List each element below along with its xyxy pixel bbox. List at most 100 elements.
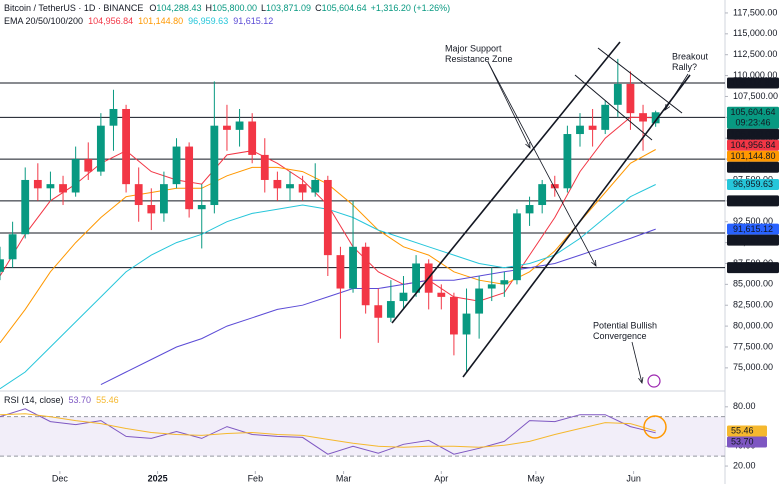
- candle-body: [33, 179, 42, 189]
- candle-body: [311, 179, 320, 193]
- price-box-label: 109,114.88: [731, 78, 775, 88]
- rsi-end-box: [727, 436, 767, 448]
- candle-body: [412, 263, 420, 293]
- candle-body: [172, 146, 181, 185]
- y-tick-label: 112,500.00: [733, 49, 777, 59]
- rsi-tick-label: 80.00: [733, 401, 756, 411]
- price-box: [727, 262, 779, 274]
- candle-body: [235, 121, 244, 130]
- candle-body: [601, 104, 610, 130]
- candle-body: [437, 292, 446, 297]
- candle-body: [513, 213, 521, 281]
- price-box: [727, 178, 779, 190]
- candle-body: [550, 184, 559, 189]
- y-tick-label: 110,000.00: [733, 70, 777, 80]
- trend-line: [574, 74, 653, 141]
- ohlc-value: 105,800.00: [212, 3, 257, 13]
- rsi-line: [0, 413, 656, 448]
- y-tick-label: 77,500.00: [733, 341, 773, 351]
- y-tick-label: 75,000.00: [733, 362, 773, 372]
- x-tick-label: Jun: [626, 473, 641, 483]
- trend-line: [597, 47, 683, 114]
- candle-body: [286, 184, 294, 189]
- candle-body: [147, 205, 156, 214]
- price-box: [727, 234, 779, 246]
- candle-body: [109, 108, 118, 126]
- candle-body: [210, 125, 219, 206]
- candle-body: [122, 108, 130, 185]
- candle-body: [323, 179, 332, 256]
- ema-value: 96,959.63: [188, 16, 228, 26]
- ema-title: EMA 20/50/100/200: [4, 16, 83, 26]
- trend-line: [664, 73, 689, 111]
- rsi-end-box: [727, 425, 767, 437]
- price-box-label: 101,144.80: [730, 151, 775, 161]
- candle-body: [500, 280, 509, 285]
- price-box: [727, 106, 779, 129]
- rsi-highlight: [643, 415, 667, 439]
- price-pane: [0, 58, 725, 390]
- x-tick-label: Feb: [248, 473, 264, 483]
- price-box: [727, 150, 779, 162]
- candle-body: [639, 113, 647, 122]
- candle-body: [374, 305, 383, 318]
- ohlc-value: 103,871.09: [266, 3, 311, 13]
- x-tick-label: Dec: [52, 473, 69, 483]
- x-tick-label: May: [527, 473, 545, 483]
- ema-line: [100, 228, 656, 386]
- candle-body: [462, 313, 471, 335]
- candle-body: [588, 125, 597, 130]
- trend-line: [487, 61, 531, 149]
- candle-body: [576, 125, 584, 135]
- price-box-label: 105,000.00: [730, 129, 775, 139]
- candle-body: [487, 284, 496, 289]
- x-tick-label: Apr: [434, 473, 448, 483]
- ema-value: 104,956.84: [88, 16, 133, 26]
- rsi-legend: RSI (14, close) 53.70 55.46: [4, 395, 119, 405]
- candle-body: [450, 296, 458, 335]
- price-box-label: 91,151.50: [733, 235, 773, 245]
- candle-body: [651, 112, 660, 124]
- trend-line: [487, 61, 597, 267]
- rsi-end-label: 55.46: [731, 426, 754, 436]
- candle-body: [349, 246, 357, 289]
- candle-body: [298, 184, 307, 193]
- price-box: [727, 223, 779, 235]
- annotation: Resistance Zone: [445, 54, 513, 64]
- y-tick-label: 115,000.00: [733, 28, 777, 38]
- y-tick-label: 92,500.00: [733, 216, 773, 226]
- price-box-label: 104,956.84: [730, 140, 775, 150]
- rsi-title: RSI (14, close): [4, 395, 64, 405]
- price-box-label: 100,000.00: [730, 162, 775, 172]
- candle-body: [336, 255, 345, 289]
- candle-body: [8, 234, 17, 260]
- candle-body: [386, 301, 395, 318]
- arrow-head: [638, 377, 644, 384]
- trend-line: [462, 74, 691, 378]
- candle-body: [134, 184, 143, 206]
- candle-body: [248, 121, 257, 155]
- price-box: [727, 195, 779, 207]
- candle-body: [273, 179, 282, 189]
- x-tick-label: 2025: [148, 473, 168, 483]
- candle-body: [71, 159, 80, 193]
- ohlc-key: O: [149, 3, 156, 13]
- rsi-ma-value: 55.46: [96, 395, 119, 405]
- y-tick-label: 117,500.00: [733, 7, 777, 17]
- price-box: [727, 128, 779, 140]
- price-box: [727, 161, 779, 173]
- trend-line: [631, 341, 643, 384]
- annotation: Potential Bullish: [593, 320, 657, 330]
- candle-body: [475, 288, 484, 314]
- price-box: [727, 77, 779, 89]
- candle-body: [260, 154, 269, 180]
- trend-line: [391, 41, 621, 324]
- price-box-label: 105,604.64: [730, 107, 775, 117]
- candle-body: [525, 205, 534, 214]
- symbol: Bitcoin / TetherUS · 1D · BINANCE: [4, 3, 143, 13]
- price-box-label: 96,959.63: [733, 179, 773, 189]
- candle-body: [563, 134, 572, 189]
